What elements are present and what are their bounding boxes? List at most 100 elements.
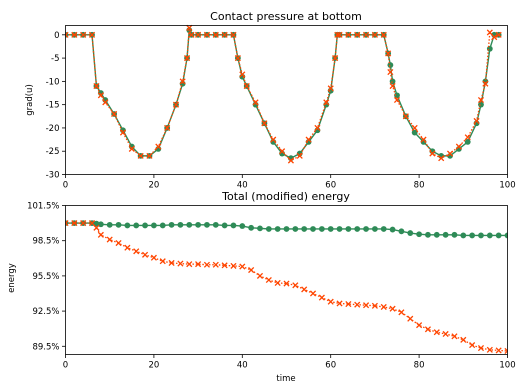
series-line [65,27,499,162]
data-point [88,31,96,38]
data-point [411,124,418,131]
data-point [128,145,135,152]
data-point [314,124,321,131]
x-tick-label: 0 [63,361,68,371]
data-point [495,347,502,354]
data-point [93,220,100,227]
chart-title: Contact pressure at bottom [210,10,362,23]
y-tick-label: -10 [46,77,60,87]
data-point [327,226,334,232]
data-point [482,80,489,87]
data-point [323,99,330,106]
data-point [354,31,361,38]
data-point [142,251,149,258]
data-point [186,24,193,31]
data-point [261,120,268,127]
data-point [124,222,131,229]
data-point [142,222,148,229]
data-point [287,157,294,164]
data-point [106,221,113,228]
axis-ticks: 0 20 40 60 80 100 89.5% 92.5% 95.5% 98.5% 101.5% [27,202,516,371]
data-point [504,347,508,355]
data-point [150,254,157,261]
data-point [274,226,281,232]
series-line [65,222,508,237]
data-point [491,34,498,41]
chart-title: Total (modified) energy [221,190,350,203]
data-point [234,55,241,62]
x-tick-label: 20 [148,361,159,371]
data-point [486,29,493,36]
data-point [93,224,100,231]
data-point [318,226,325,232]
data-point [363,302,370,309]
x-tick-label: 60 [325,361,336,371]
data-point [442,330,449,338]
data-point [301,226,308,232]
data-point [389,78,396,85]
data-point [102,99,109,106]
data-point [336,226,343,232]
x-tick-label: 40 [237,361,248,371]
data-point [469,232,476,239]
data-point [248,266,255,274]
data-point [301,286,308,293]
data-point [65,31,69,38]
data-point [71,31,78,38]
data-point [429,150,436,157]
data-point [469,342,476,349]
data-point [203,31,210,38]
data-point [221,222,228,229]
data-point [478,101,484,108]
series-line [65,27,499,159]
data-point [416,322,423,329]
y-tick-label: 95.5% [32,272,59,282]
data-point [327,85,334,92]
data-point [495,31,502,38]
data-point [389,82,396,90]
data-point [243,82,250,90]
data-point [221,31,228,38]
data-point [80,220,87,227]
data-point [425,231,431,238]
series-group [65,220,508,355]
data-point [133,248,140,255]
data-point [80,31,87,38]
data-point [212,261,219,268]
data-point [473,117,480,125]
data-point [186,261,193,268]
data-point [451,231,458,238]
data-point [137,152,144,159]
data-point [270,136,277,143]
series-line [65,222,508,352]
data-point [460,336,467,343]
data-point [416,231,422,238]
data-point [292,282,299,289]
axis-ticks: 0 20 40 60 80 100 -30 -25 -20 -15 -10 -5 0 [46,31,516,191]
data-point [389,226,396,233]
data-point [172,101,180,108]
data-point [204,221,210,228]
data-point [179,78,186,85]
data-point [195,31,202,38]
data-point [97,231,104,238]
data-point [305,136,312,143]
y-tick-label: -5 [51,54,59,64]
data-point [183,55,191,62]
data-point [336,31,343,38]
data-point [393,96,401,104]
data-point [239,223,246,229]
data-point [159,222,166,229]
y-axis-label: energy [7,263,17,293]
data-point [387,62,394,68]
data-point [195,261,202,268]
data-point [495,232,502,239]
data-point [221,262,228,269]
data-point [111,110,118,118]
y-tick-label: 89.5% [32,342,59,352]
data-point [477,96,485,104]
data-point [371,31,378,38]
data-point [402,113,409,120]
x-tick-label: 0 [63,181,68,191]
